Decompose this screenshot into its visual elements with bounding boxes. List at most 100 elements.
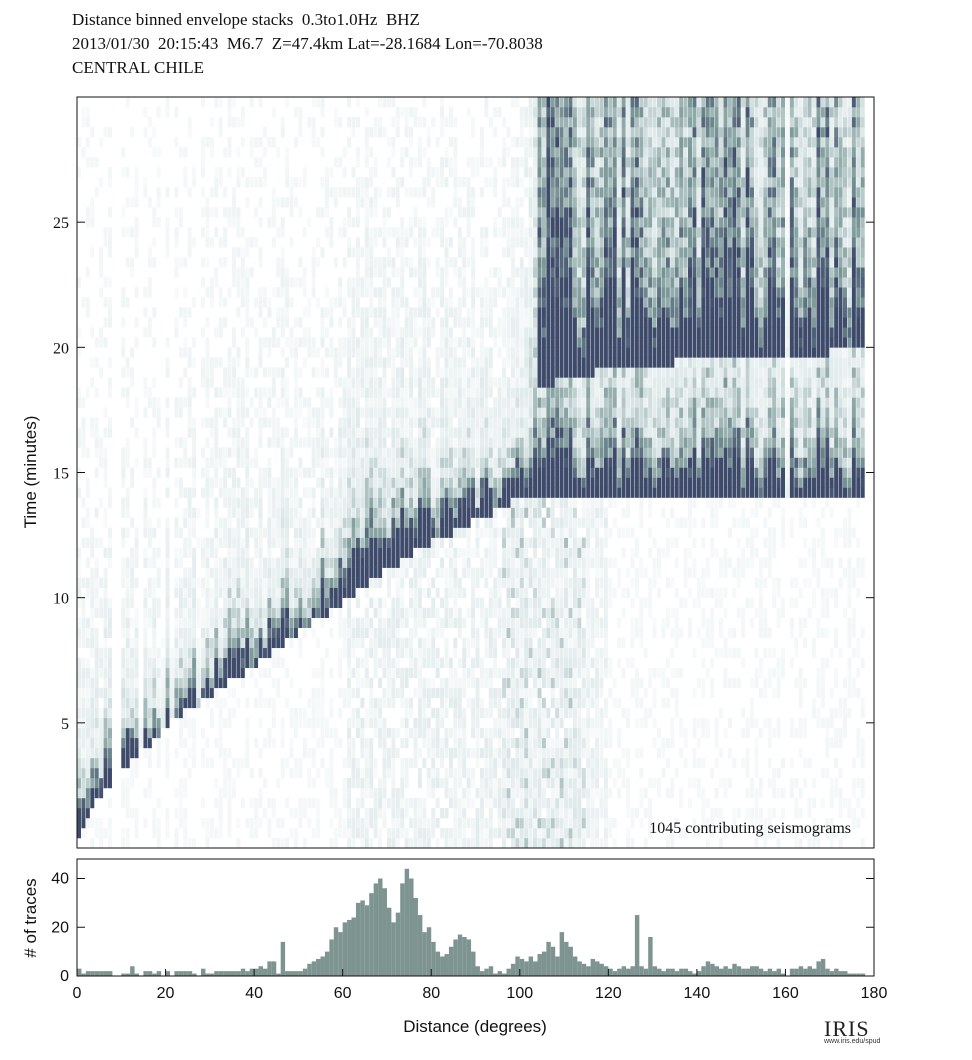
histogram-bar xyxy=(391,922,396,977)
iris-logo-url: www.iris.edu/spud xyxy=(824,1038,881,1045)
histogram-bar xyxy=(603,966,609,976)
histogram-bar xyxy=(475,966,480,976)
header-line-3: CENTRAL CHILE xyxy=(72,58,205,77)
histogram-bar xyxy=(453,939,458,976)
histogram-bar xyxy=(674,971,680,977)
histogram-bar xyxy=(289,971,294,977)
histogram-bar xyxy=(714,966,720,976)
histogram-bar xyxy=(608,968,613,976)
histogram-bar xyxy=(741,968,746,976)
histogram-bar xyxy=(373,883,379,977)
histogram-bar xyxy=(488,966,494,976)
histogram-bar xyxy=(510,963,516,976)
histogram-bar xyxy=(245,971,250,977)
histogram-bar xyxy=(665,968,671,976)
histogram-y-tick-label: 20 xyxy=(51,919,69,936)
histogram-bar xyxy=(125,973,131,976)
histogram-bar xyxy=(271,961,277,977)
histogram-bar xyxy=(528,956,534,976)
histogram-bar xyxy=(639,966,644,976)
iris-logo-text: IRIS xyxy=(824,1016,870,1041)
histogram-bar xyxy=(174,971,179,977)
histogram-bar xyxy=(342,922,348,977)
histogram-bar xyxy=(121,973,126,976)
histogram-bar xyxy=(440,956,445,976)
histogram-bar xyxy=(355,902,361,977)
histogram-bar xyxy=(550,946,556,976)
histogram-bar xyxy=(727,968,733,976)
histogram-bar xyxy=(860,973,866,976)
histogram-bar xyxy=(417,915,423,976)
histogram-bar xyxy=(347,919,352,976)
histogram-x-tick-label: 140 xyxy=(684,985,711,1002)
histogram-bar xyxy=(479,971,485,977)
main-y-tick-label: 5 xyxy=(61,716,69,733)
histogram-bar xyxy=(466,939,472,976)
histogram-bar xyxy=(320,956,325,976)
histogram-bar xyxy=(754,966,759,976)
histogram-bar xyxy=(205,973,210,976)
main-y-tick-label: 15 xyxy=(53,466,69,483)
histogram-bar xyxy=(856,973,861,976)
histogram-bar xyxy=(506,968,511,976)
histogram-y-tick-label: 40 xyxy=(51,871,69,888)
histogram-x-tick-label: 180 xyxy=(861,985,888,1002)
histogram-bar xyxy=(457,934,463,976)
histogram-bar xyxy=(696,971,702,977)
histogram-bar xyxy=(834,968,839,976)
histogram-bar xyxy=(612,971,618,977)
histogram-bar xyxy=(590,958,596,976)
histogram-bar xyxy=(789,968,795,976)
histogram-bar xyxy=(316,958,321,976)
histogram-bar xyxy=(192,973,197,976)
histogram-bar xyxy=(99,971,104,977)
histogram-bar xyxy=(183,971,188,977)
chart-header: Distance binned envelope stacks 0.3to1.0… xyxy=(72,8,543,80)
histogram-bar xyxy=(302,968,308,976)
histogram-bar xyxy=(143,971,148,977)
histogram-bar xyxy=(670,968,675,976)
histogram-bar xyxy=(378,878,383,976)
histogram-bar xyxy=(643,968,649,976)
histogram-bar xyxy=(422,932,427,977)
histogram-bar xyxy=(493,973,498,976)
main-y-axis: 5 10 15 20 25 xyxy=(53,215,874,733)
histogram-bar xyxy=(329,939,334,976)
histogram-bar xyxy=(156,971,162,977)
histogram-bar xyxy=(798,966,804,976)
histogram-bar xyxy=(568,946,573,976)
histogram-bar xyxy=(807,966,813,976)
iris-logo: IRIS www.iris.edu/spud xyxy=(824,1016,894,1056)
histogram-bar xyxy=(546,941,551,977)
histogram-bar xyxy=(404,868,410,976)
contributing-seismograms-label: 1045 contributing seismograms xyxy=(649,820,851,837)
histogram-bar xyxy=(187,971,193,977)
histogram-bar xyxy=(214,971,219,977)
histogram-bar xyxy=(448,946,454,976)
histogram-x-tick-label: 100 xyxy=(506,985,533,1002)
histogram-bar xyxy=(621,966,627,976)
histogram-bar xyxy=(723,966,728,976)
histogram-bar xyxy=(710,963,715,976)
histogram-bar xyxy=(537,954,542,976)
envelope-stack-heatmap xyxy=(77,97,865,848)
histogram-bar xyxy=(364,905,370,976)
histogram-bar xyxy=(781,973,786,976)
histogram-bar xyxy=(426,927,432,976)
histogram-bar xyxy=(745,968,751,976)
histogram-bar xyxy=(267,961,272,977)
histogram-bar xyxy=(431,941,436,977)
main-y-axis-label: Time (minutes) xyxy=(21,416,40,529)
trace-count-histogram xyxy=(77,868,866,977)
histogram-bar xyxy=(595,961,600,977)
histogram-y-tick-label: 0 xyxy=(60,968,69,985)
histogram-bar xyxy=(152,973,157,976)
histogram-bar xyxy=(103,971,108,977)
histogram-bar xyxy=(471,951,476,977)
histogram-bar xyxy=(231,971,237,977)
histogram-bar xyxy=(679,968,684,976)
main-y-tick-label: 20 xyxy=(53,340,69,357)
histogram-bar xyxy=(107,971,113,977)
histogram-bar xyxy=(249,968,255,976)
histogram-bar xyxy=(519,958,525,976)
